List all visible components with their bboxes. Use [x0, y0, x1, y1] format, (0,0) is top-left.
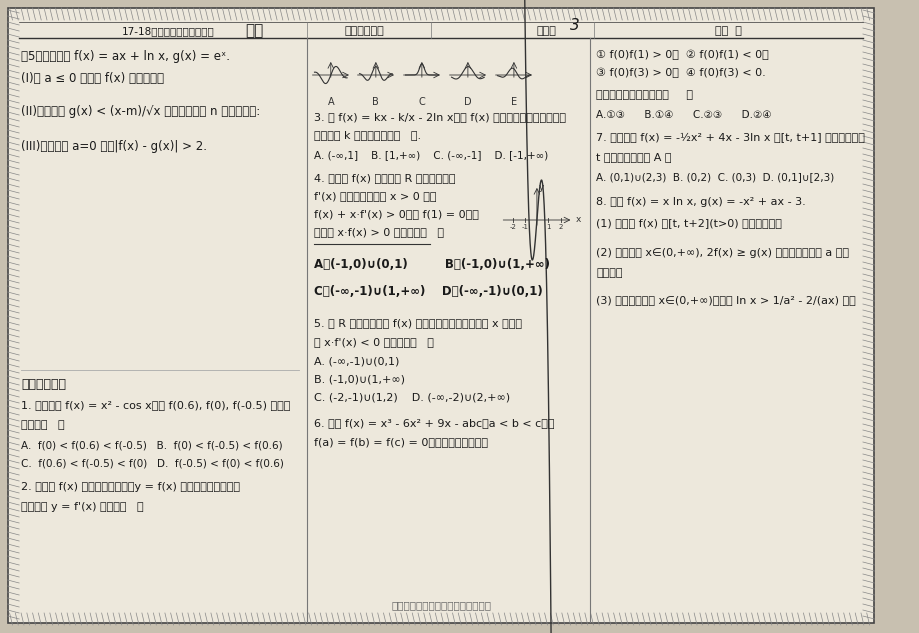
Text: f(x) + x·f'(x) > 0，且 f(1) = 0，则: f(x) + x·f'(x) > 0，且 f(1) = 0，则 — [314, 209, 479, 219]
Text: 不等式 x·f(x) > 0 的解集为（   ）: 不等式 x·f(x) > 0 的解集为（ ） — [314, 227, 444, 237]
Text: B. (-1,0)∪(1,+∞): B. (-1,0)∪(1,+∞) — [314, 375, 405, 385]
Text: 值范围；: 值范围； — [596, 268, 622, 278]
Text: 例5：已知函数 f(x) = ax + ln x, g(x) = eˣ.: 例5：已知函数 f(x) = ax + ln x, g(x) = eˣ. — [21, 50, 230, 63]
Text: (III)证明：当 a=0 时，|f(x) - g(x)| > 2.: (III)证明：当 a=0 时，|f(x) - g(x)| > 2. — [21, 140, 207, 153]
Text: 组编：杨晓璐: 组编：杨晓璐 — [344, 26, 384, 36]
Text: A.①③      B.①④      C.②③      D.②④: A.①③ B.①④ C.②③ D.②④ — [596, 110, 771, 120]
Text: ③ f(0)f(3) > 0；  ④ f(0)f(3) < 0.: ③ f(0)f(3) > 0； ④ f(0)f(3) < 0. — [596, 68, 766, 78]
Text: 3. 设 f(x) = kx - k/x - 2ln x，若 f(x) 在其定义域内为单调递增: 3. 设 f(x) = kx - k/x - 2ln x，若 f(x) 在其定义… — [314, 112, 566, 122]
Text: y: y — [539, 183, 544, 192]
Text: 8. 已知 f(x) = x ln x, g(x) = -x² + ax - 3.: 8. 已知 f(x) = x ln x, g(x) = -x² + ax - 3… — [596, 197, 805, 207]
Text: 1. 已知函数 f(x) = x² - cos x，则 f(0.6), f(0), f(-0.5) 的大小: 1. 已知函数 f(x) = x² - cos x，则 f(0.6), f(0)… — [21, 400, 290, 410]
Text: 7. 已知函数 f(x) = -½x² + 4x - 3ln x 在[t, t+1] 上不单调，则: 7. 已知函数 f(x) = -½x² + 4x - 3ln x 在[t, t+… — [596, 133, 864, 143]
Text: (1) 求函数 f(x) 在[t, t+2](t>0) 上的最小值；: (1) 求函数 f(x) 在[t, t+2](t>0) 上的最小值； — [596, 218, 781, 228]
Text: D: D — [463, 97, 471, 107]
Text: A. (-∞,-1)∪(0,1): A. (-∞,-1)∪(0,1) — [314, 357, 400, 367]
Text: t 的取值范围是（ A ）: t 的取值范围是（ A ） — [596, 152, 671, 162]
Text: 2. 设函数 f(x) 在定义域内可导，y = f(x) 的图象如下图所示，: 2. 设函数 f(x) 在定义域内可导，y = f(x) 的图象如下图所示， — [21, 482, 240, 492]
Text: 学案: 学案 — [244, 23, 263, 39]
Text: ① f(0)f(1) > 0；  ② f(0)f(1) < 0；: ① f(0)f(1) > 0； ② f(0)f(1) < 0； — [596, 50, 768, 60]
Text: C. (-2,-1)∪(1,2)    D. (-∞,-2)∪(2,+∞): C. (-2,-1)∪(1,2) D. (-∞,-2)∪(2,+∞) — [314, 393, 510, 403]
Text: x: x — [574, 215, 580, 225]
Text: A: A — [327, 97, 334, 107]
Text: 2: 2 — [558, 224, 562, 230]
Text: 则导函数 y = f'(x) 可能为（   ）: 则导函数 y = f'(x) 可能为（ ） — [21, 502, 143, 512]
Text: 4. 设函数 f(x) 是定义在 R 上的偶函数，: 4. 设函数 f(x) 是定义在 R 上的偶函数， — [314, 173, 456, 183]
Text: (II)若不等式 g(x) < (x-m)/√x 有解，求实数 n 的取值范围:: (II)若不等式 g(x) < (x-m)/√x 有解，求实数 n 的取值范围: — [21, 105, 260, 118]
Text: 关系是（   ）: 关系是（ ） — [21, 420, 64, 430]
Text: 日期  ：: 日期 ： — [714, 26, 742, 36]
Text: -2: -2 — [509, 224, 516, 230]
Text: C.  f(0.6) < f(-0.5) < f(0)   D.  f(-0.5) < f(0) < f(0.6): C. f(0.6) < f(-0.5) < f(0) D. f(-0.5) < … — [21, 458, 284, 468]
Text: B: B — [372, 97, 379, 107]
Text: 3: 3 — [570, 18, 580, 34]
Text: 式 x·f'(x) < 0 的解集为（   ）: 式 x·f'(x) < 0 的解集为（ ） — [314, 337, 434, 347]
Text: A. (0,1)∪(2,3)  B. (0,2)  C. (0,3)  D. (0,1]∪[2,3): A. (0,1)∪(2,3) B. (0,2) C. (0,3) D. (0,1… — [596, 172, 834, 182]
Text: 世界会为那些有目标和勇力的人让路: 世界会为那些有目标和勇力的人让路 — [391, 600, 491, 610]
Text: f(a) = f(b) = f(c) = 0，现给出如下结论：: f(a) = f(b) = f(c) = 0，现给出如下结论： — [314, 437, 488, 447]
Text: 审核：: 审核： — [537, 26, 556, 36]
Text: C: C — [418, 97, 425, 107]
Text: 17-18河北衡水中学高二数学: 17-18河北衡水中学高二数学 — [121, 26, 214, 36]
Text: -1: -1 — [521, 224, 528, 230]
Text: (I)当 a ≤ 0 时，求 f(x) 的单调区间: (I)当 a ≤ 0 时，求 f(x) 的单调区间 — [21, 72, 164, 85]
Text: C、(-∞,-1)∪(1,+∞)    D、(-∞,-1)∪(0,1): C、(-∞,-1)∪(1,+∞) D、(-∞,-1)∪(0,1) — [314, 285, 542, 298]
Text: A. (-∞,1]    B. [1,+∞)    C. (-∞,-1]    D. [-1,+∞): A. (-∞,1] B. [1,+∞) C. (-∞,-1] D. [-1,+∞… — [314, 150, 548, 160]
Text: E: E — [510, 97, 516, 107]
Text: 其中正确结论的序号是（     ）: 其中正确结论的序号是（ ） — [596, 90, 693, 100]
Text: f'(x) 为其导函数，当 x > 0 时，: f'(x) 为其导函数，当 x > 0 时， — [314, 191, 437, 201]
Text: 6. 已知 f(x) = x³ - 6x² + 9x - abc，a < b < c，且: 6. 已知 f(x) = x³ - 6x² + 9x - abc，a < b <… — [314, 418, 554, 428]
Text: 三、题型练习: 三、题型练习 — [21, 378, 66, 391]
Text: 5. 在 R 上可导的函数 f(x) 的图象如图所示，则关于 x 的不等: 5. 在 R 上可导的函数 f(x) 的图象如图所示，则关于 x 的不等 — [314, 318, 522, 328]
Text: (3) 证明：对一切 x∈(0,+∞)，都有 ln x > 1/a² - 2/(ax) 成立: (3) 证明：对一切 x∈(0,+∞)，都有 ln x > 1/a² - 2/(… — [596, 295, 856, 305]
Text: A.  f(0) < f(0.6) < f(-0.5)   B.  f(0) < f(-0.5) < f(0.6): A. f(0) < f(0.6) < f(-0.5) B. f(0) < f(-… — [21, 440, 282, 450]
Text: A、(-1,0)∪(0,1)         B、(-1,0)∪(1,+∞): A、(-1,0)∪(0,1) B、(-1,0)∪(1,+∞) — [314, 258, 550, 271]
Text: 函数，则 k 的取值范围是（   ）.: 函数，则 k 的取值范围是（ ）. — [314, 130, 421, 140]
Text: 1: 1 — [546, 224, 550, 230]
Text: (2) 若对一切 x∈(0,+∞), 2f(x) ≥ g(x) 恒成立，求实数 a 的取: (2) 若对一切 x∈(0,+∞), 2f(x) ≥ g(x) 恒成立，求实数 … — [596, 248, 848, 258]
